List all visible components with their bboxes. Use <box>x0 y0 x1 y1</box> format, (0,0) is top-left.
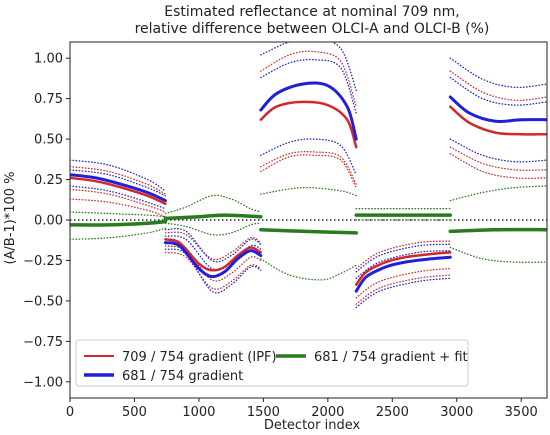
y-tick-label: −0.75 <box>23 335 63 350</box>
legend-box <box>75 339 469 387</box>
series-red_upper-segment-1 <box>70 165 167 195</box>
series-blue_upper-segment-1 <box>70 159 167 192</box>
series-red_upper-segment-2 <box>164 231 262 261</box>
series-blue_main-segment-2 <box>163 241 263 279</box>
series-green_main-segment-5 <box>448 227 547 234</box>
series-red_main-segment-1 <box>70 176 167 206</box>
axis-ticks: 0 500 1000 1500 2000 2500 3000 3500 −1.00 −0.75 −0… <box>23 52 538 420</box>
legend-entry-709-754-ipf: 709 / 754 gradient (IPF) <box>122 350 277 365</box>
chart-title-line1: Estimated reflectance at nominal 709 nm, <box>164 4 459 20</box>
series-red_main-segment-4 <box>354 251 452 286</box>
series-red_lower-segment-2 <box>164 251 262 290</box>
y-tick-label: −0.50 <box>23 294 63 309</box>
series-blue_mid-segment-4 <box>355 250 451 279</box>
series-green_main-segment-3 <box>259 227 358 235</box>
x-axis-label: Detector index <box>264 418 361 433</box>
series-blue_upper-segment-3 <box>260 42 357 92</box>
chart-title-line2: relative difference between OLCI-A and O… <box>135 21 490 37</box>
series-blue_main-segment-1 <box>70 173 167 203</box>
series-red_lower-segment-1 <box>70 198 167 218</box>
series-green_upper-segment-2 <box>164 194 262 215</box>
y-tick-label: 1.00 <box>34 52 63 67</box>
legend: 709 / 754 gradient (IPF) 681 / 754 gradi… <box>75 339 469 387</box>
series-green_main-segment-1 <box>70 219 168 227</box>
series-green_upper-segment-1 <box>70 211 167 218</box>
series-green_main-segment-2 <box>163 213 263 221</box>
series-blue_upper-segment-4 <box>355 243 451 273</box>
plot-frame <box>69 41 548 399</box>
series-red_main-segment-2 <box>164 238 263 272</box>
y-axis-label: (A/B-1)*100 % <box>3 171 18 264</box>
x-tick-label: 2500 <box>376 405 409 420</box>
series-blue_lower-segment-4 <box>355 277 451 309</box>
series-green_lower-segment-2 <box>164 222 262 236</box>
series-blue_mid-segment-5 <box>449 76 547 106</box>
series-green_upper-segment-3 <box>260 186 357 197</box>
series-green_lower-segment-5 <box>449 246 547 263</box>
series-red_mid_upper-segment-4 <box>355 267 451 299</box>
series-blue_lower-segment-5 <box>449 138 547 163</box>
series-red_lower-segment-5 <box>449 153 547 180</box>
series-blue_upper-segment-5 <box>449 57 547 89</box>
x-tick-label: 500 <box>122 405 147 420</box>
series-red_lower-segment-4 <box>355 274 451 305</box>
series-red_main-segment-3 <box>259 100 358 149</box>
series-green_lower-segment-3 <box>260 258 357 281</box>
x-tick-label: 1500 <box>247 405 280 420</box>
series-blue_upper-segment-2 <box>164 227 262 263</box>
series-blue_main-segment-4 <box>354 255 452 293</box>
series-red_upper-segment-3 <box>260 50 357 108</box>
y-tick-label: 0.50 <box>34 133 63 148</box>
series-blue_main-segment-3 <box>259 81 358 141</box>
y-tick-label: 0.00 <box>34 214 63 229</box>
series-green_upper-segment-5 <box>449 185 547 202</box>
series-green_lower-segment-1 <box>70 227 167 241</box>
x-tick-label: 3000 <box>440 405 473 420</box>
series-red_main-segment-5 <box>449 105 547 136</box>
legend-entry-681-754: 681 / 754 gradient <box>122 369 243 384</box>
y-tick-label: −0.25 <box>23 254 63 269</box>
x-tick-label: 3500 <box>505 405 538 420</box>
x-tick-label: 2000 <box>311 405 344 420</box>
series-blue_lower-segment-3 <box>260 138 357 176</box>
series-red_mid_upper-segment-3 <box>260 151 357 186</box>
x-tick-label: 1000 <box>182 405 215 420</box>
series-blue_mid-segment-3 <box>260 58 357 114</box>
plot-area <box>70 42 547 309</box>
series-red_mid_upper-segment-5 <box>449 146 547 171</box>
series-red_upper-segment-5 <box>449 70 547 102</box>
series-blue_main-segment-5 <box>448 95 547 124</box>
y-tick-label: 0.75 <box>34 92 63 107</box>
legend-entry-681-754-fit: 681 / 754 gradient + fit <box>314 350 468 365</box>
x-tick-label: 0 <box>66 405 74 420</box>
y-tick-label: −1.00 <box>23 375 63 390</box>
series-red_upper-segment-4 <box>355 240 451 270</box>
series-red_lower-segment-3 <box>260 154 357 189</box>
y-tick-label: 0.25 <box>34 173 63 188</box>
